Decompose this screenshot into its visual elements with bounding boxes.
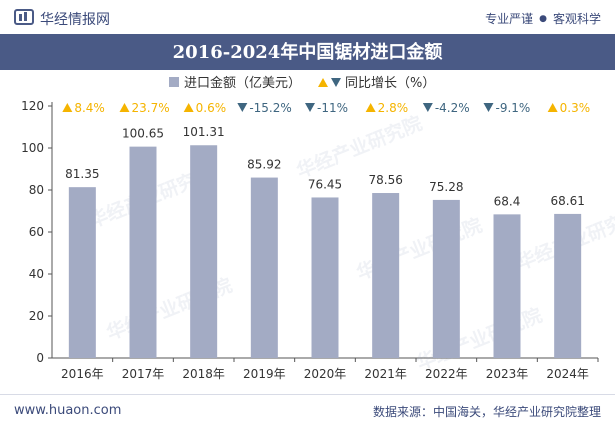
growth-label: 8.4%	[74, 101, 105, 115]
growth-label: -9.1%	[496, 101, 531, 115]
watermark-text: 华经产业研究院	[293, 111, 425, 182]
bar-value-label: 76.45	[308, 177, 342, 191]
growth-up-triangle-icon	[365, 103, 376, 112]
y-tick-label: 0	[36, 351, 44, 365]
growth-label: 23.7%	[132, 101, 170, 115]
bar-value-label: 68.61	[550, 194, 584, 208]
bar-value-label: 78.56	[368, 173, 402, 187]
brand-name: 华经情报网	[40, 12, 110, 28]
legend-swatch-amount	[169, 77, 179, 87]
plot-area: 020406080100120华经产业研究院华经产业研究院华经产业研究院华经产业…	[21, 99, 615, 381]
legend-label-growth: 同比增长（%）	[345, 76, 435, 91]
bar-value-label: 68.4	[494, 194, 521, 208]
y-tick-label: 60	[29, 225, 44, 239]
bar-7	[493, 214, 521, 358]
bar-2	[190, 145, 218, 358]
growth-label: 0.3%	[560, 101, 591, 115]
x-tick-label: 2017年	[122, 367, 165, 381]
bar-6	[432, 199, 460, 358]
title-bar: 2016-2024年中国锯材进口金额	[0, 36, 615, 70]
y-tick-label: 100	[21, 141, 44, 155]
bar-value-label: 85.92	[247, 158, 281, 172]
growth-label: 2.8%	[378, 101, 409, 115]
bar-8	[554, 213, 582, 358]
growth-up-triangle-icon	[62, 103, 73, 112]
growth-up-triangle-icon	[183, 103, 194, 112]
slogan-left: 专业严谨	[485, 12, 534, 26]
growth-label: 0.6%	[196, 101, 227, 115]
growth-label: -4.2%	[435, 101, 470, 115]
site-url[interactable]: www.huaon.com	[14, 403, 122, 418]
x-tick-label: 2016年	[61, 367, 104, 381]
y-tick-label: 40	[29, 267, 44, 281]
y-tick-label: 20	[29, 309, 44, 323]
bar-value-label: 101.31	[183, 125, 225, 139]
y-tick-label: 80	[29, 183, 44, 197]
growth-down-triangle-icon	[422, 103, 433, 112]
data-source-note: 数据来源：中国海关，华经产业研究院整理	[372, 405, 601, 419]
slogan: 专业严谨 ● 客观科学	[485, 10, 601, 27]
bar-5	[372, 193, 400, 358]
y-tick-label: 120	[21, 99, 44, 113]
legend-down-triangle-icon	[331, 78, 341, 87]
bar-3	[250, 177, 278, 358]
slogan-right: 客观科学	[552, 12, 601, 26]
growth-down-triangle-icon	[305, 103, 315, 112]
bar-4	[311, 197, 339, 358]
bar-0	[68, 187, 96, 358]
bar-value-label: 100.65	[122, 127, 164, 141]
growth-down-triangle-icon	[237, 103, 248, 112]
bar-value-label: 75.28	[429, 180, 463, 194]
chart-legend: 进口金额（亿美元） 同比增长（%）	[169, 75, 435, 91]
bar-chart: 进口金额（亿美元） 同比增长（%） 0 20 40 60 80 100 120 华经产业研究院…	[21, 75, 615, 381]
bar-value-label: 81.35	[65, 167, 99, 181]
huajing-logo-icon	[14, 9, 34, 25]
chart-title: 2016-2024年中国锯材进口金额	[172, 42, 443, 63]
top-header: 华经情报网 专业严谨 ● 客观科学	[0, 0, 615, 36]
growth-label: -15.2%	[249, 101, 291, 115]
legend-up-triangle-icon	[318, 78, 328, 87]
growth-label: -11%	[317, 101, 348, 115]
growth-down-triangle-icon	[483, 103, 494, 112]
bar-1	[129, 146, 157, 358]
growth-up-triangle-icon	[547, 103, 558, 112]
x-tick-label: 2020年	[304, 367, 347, 381]
x-tick-label: 2023年	[486, 367, 529, 381]
x-tick-label: 2024年	[546, 367, 589, 381]
growth-up-triangle-icon	[119, 103, 130, 112]
x-tick-label: 2018年	[182, 367, 225, 381]
legend-label-amount: 进口金额（亿美元）	[184, 75, 301, 91]
x-tick-label: 2021年	[364, 367, 407, 381]
x-tick-label: 2019年	[243, 367, 286, 381]
slogan-separator: ●	[539, 13, 547, 24]
footer-bar: www.huaon.com 数据来源：中国海关，华经产业研究院整理	[0, 394, 615, 428]
x-tick-label: 2022年	[425, 367, 468, 381]
